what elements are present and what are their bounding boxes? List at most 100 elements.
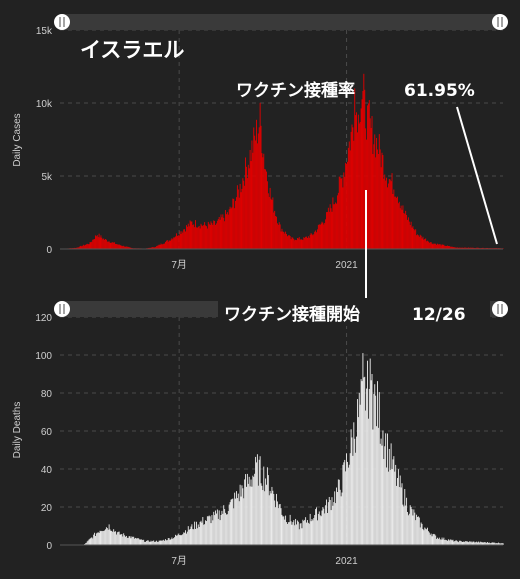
cases-bar <box>239 183 241 249</box>
cases-bar <box>365 128 367 249</box>
cases-bar <box>188 226 190 249</box>
deaths-bar <box>309 513 311 545</box>
cases-bar <box>99 237 101 249</box>
deaths-bar <box>336 491 338 545</box>
cases-bar <box>465 247 467 249</box>
deaths-bar <box>469 541 471 545</box>
deaths-bar <box>185 530 186 545</box>
deaths-bar <box>162 540 164 545</box>
cases-bar <box>332 197 334 249</box>
deaths-bar <box>210 523 212 545</box>
cases-bar <box>426 241 428 249</box>
deaths-bar <box>313 518 315 545</box>
cases-bar <box>155 247 156 249</box>
deaths-bar <box>411 509 413 545</box>
deaths-bar <box>492 542 494 545</box>
cases-bar <box>267 193 269 249</box>
cases-bar <box>384 174 386 249</box>
deaths-bar <box>117 531 119 545</box>
deaths-bar <box>498 542 499 545</box>
deaths-bar <box>306 520 308 545</box>
cases-bar <box>286 236 288 249</box>
cases-bar <box>394 196 396 249</box>
cases-bar <box>148 247 150 249</box>
deaths-bar <box>167 538 169 545</box>
cases-slider-left-handle[interactable] <box>54 14 70 30</box>
cases-bar <box>214 220 216 249</box>
deaths-bar <box>485 542 487 545</box>
deaths-bar <box>490 542 492 545</box>
cases-bar <box>397 196 398 249</box>
deaths-bar <box>127 537 129 545</box>
deaths-bar <box>257 485 259 545</box>
deaths-bar <box>153 540 155 545</box>
deaths-bar <box>372 429 374 545</box>
deaths-bar <box>347 467 349 545</box>
deaths-bar <box>432 534 434 545</box>
deaths-bar <box>325 505 327 545</box>
cases-bar <box>248 168 250 249</box>
deaths-bar <box>158 540 160 545</box>
cases-bar <box>359 121 361 249</box>
cases-bar <box>82 245 84 249</box>
cases-bar <box>350 131 352 249</box>
deaths-bar <box>111 530 113 545</box>
deaths-bar <box>489 543 491 545</box>
cases-bar <box>293 239 295 249</box>
deaths-bar <box>440 539 442 545</box>
cases-chart: 0 5k 10k 15k 7月 2021 Daily Cases イスラエル ワクチン接… <box>12 14 508 271</box>
cases-bar <box>339 177 341 249</box>
deaths-bar <box>342 464 344 545</box>
deaths-bar <box>128 536 130 545</box>
cases-bar <box>211 223 213 249</box>
deaths-bar <box>155 541 156 545</box>
cases-bar <box>371 116 373 249</box>
deaths-bar <box>125 536 126 545</box>
cases-bar <box>174 237 176 249</box>
deaths-bar <box>113 529 115 545</box>
cases-bar <box>430 242 432 249</box>
deaths-bar <box>108 524 110 545</box>
cases-bar <box>437 243 438 249</box>
deaths-bar <box>195 528 196 545</box>
deaths-bar <box>281 514 283 545</box>
deaths-bar <box>477 542 478 545</box>
deaths-bar <box>339 489 341 545</box>
cases-bar <box>367 103 369 249</box>
deaths-bar <box>371 374 373 545</box>
deaths-bar <box>274 500 276 545</box>
cases-bar <box>502 248 504 249</box>
deaths-bar <box>423 530 425 545</box>
deaths-bar <box>232 498 234 545</box>
deaths-bar <box>226 514 227 545</box>
cases-bar <box>482 247 484 249</box>
deaths-bar <box>188 529 190 545</box>
cases-slider-right-handle[interactable] <box>492 14 508 30</box>
deaths-bar <box>206 521 207 545</box>
cases-range-slider[interactable] <box>58 14 503 30</box>
deaths-bar <box>471 542 473 545</box>
cases-bar <box>191 221 193 249</box>
deaths-bar <box>174 537 176 545</box>
cases-bars <box>60 73 504 250</box>
deaths-bar <box>304 519 306 545</box>
deaths-bar <box>358 392 360 545</box>
cases-bar <box>219 219 221 249</box>
deaths-bar <box>209 516 211 545</box>
deaths-bar <box>279 503 281 545</box>
deaths-bar <box>426 529 428 545</box>
cases-bar <box>125 246 126 249</box>
deaths-slider-right-handle[interactable] <box>492 301 508 317</box>
deaths-x-tick-label: 7月 <box>171 555 187 567</box>
cases-bar <box>319 224 321 249</box>
cases-bar <box>347 147 349 249</box>
cases-bar <box>353 140 355 249</box>
cases-bar <box>283 231 285 249</box>
cases-bar <box>206 228 208 249</box>
deaths-bar <box>129 536 131 545</box>
deaths-bar <box>333 502 335 545</box>
deaths-slider-left-handle[interactable] <box>54 301 70 317</box>
cases-bar <box>328 211 330 249</box>
deaths-bar <box>453 541 455 545</box>
cases-bar <box>407 217 409 249</box>
